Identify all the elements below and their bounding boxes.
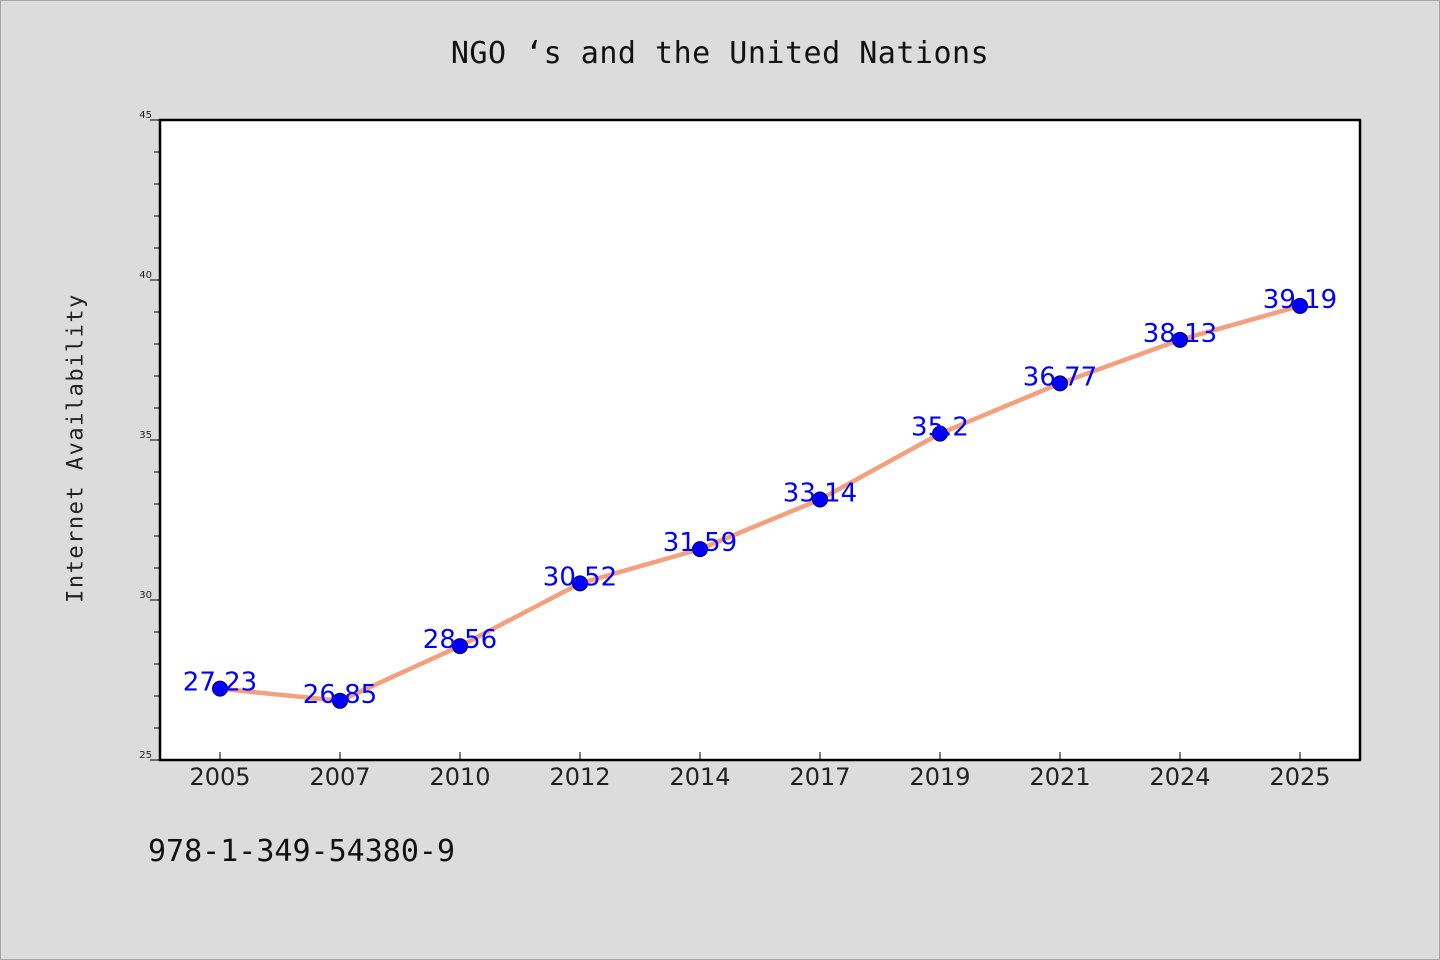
data-point (692, 541, 708, 558)
x-tick-label: 2005 (189, 763, 250, 791)
x-tick-label: 2007 (309, 763, 370, 791)
x-tick-label: 2017 (789, 763, 850, 791)
isbn-footnote: 978-1-349-54380-9 (148, 834, 456, 869)
x-tick-label: 2019 (909, 763, 970, 791)
y-tick-label: 40 (139, 270, 152, 281)
data-point (932, 425, 948, 442)
series-line (217, 303, 1303, 704)
x-tick-label: 2021 (1029, 763, 1090, 791)
y-tick-label: 45 (139, 110, 152, 121)
data-label: 36.77 (1023, 362, 1097, 392)
x-tick-label: 2010 (429, 763, 490, 791)
data-point (572, 575, 588, 592)
data-label: 31.59 (663, 528, 737, 558)
data-point (452, 638, 468, 655)
data-label: 33.14 (783, 479, 857, 509)
data-point (1292, 297, 1308, 314)
x-tick-label: 2024 (1149, 763, 1210, 791)
data-label: 30.52 (543, 562, 617, 592)
y-tick-label: 30 (139, 590, 152, 601)
chart-title: NGO ‘s and the United Nations (450, 36, 990, 71)
y-tick-label: 25 (139, 750, 152, 761)
data-label: 39.19 (1263, 285, 1337, 315)
data-label: 35.2 (911, 413, 969, 443)
data-point (332, 692, 348, 709)
data-label: 28.56 (423, 625, 497, 655)
data-point (1172, 331, 1188, 348)
x-tick-label: 2025 (1269, 763, 1330, 791)
x-tick-label: 2014 (669, 763, 730, 791)
data-labels: 27.23 26.85 28.56 30.52 31.59 33.14 35.2 36.77 3… (183, 285, 1337, 710)
data-point (1052, 375, 1068, 392)
data-point (812, 491, 828, 508)
data-label: 26.85 (303, 680, 377, 710)
y-tick-label: 35 (139, 430, 152, 441)
data-label: 27.23 (183, 668, 257, 698)
x-tick-label: 2012 (549, 763, 610, 791)
y-axis: 25 30 35 40 45 (139, 110, 160, 761)
data-point (212, 680, 228, 697)
data-label: 38.13 (1143, 319, 1217, 349)
plot-area (158, 118, 1362, 762)
data-points (212, 297, 1308, 709)
x-axis: 2005 2007 2010 2012 2014 2017 2019 2021 2024 2025 (189, 752, 1331, 791)
